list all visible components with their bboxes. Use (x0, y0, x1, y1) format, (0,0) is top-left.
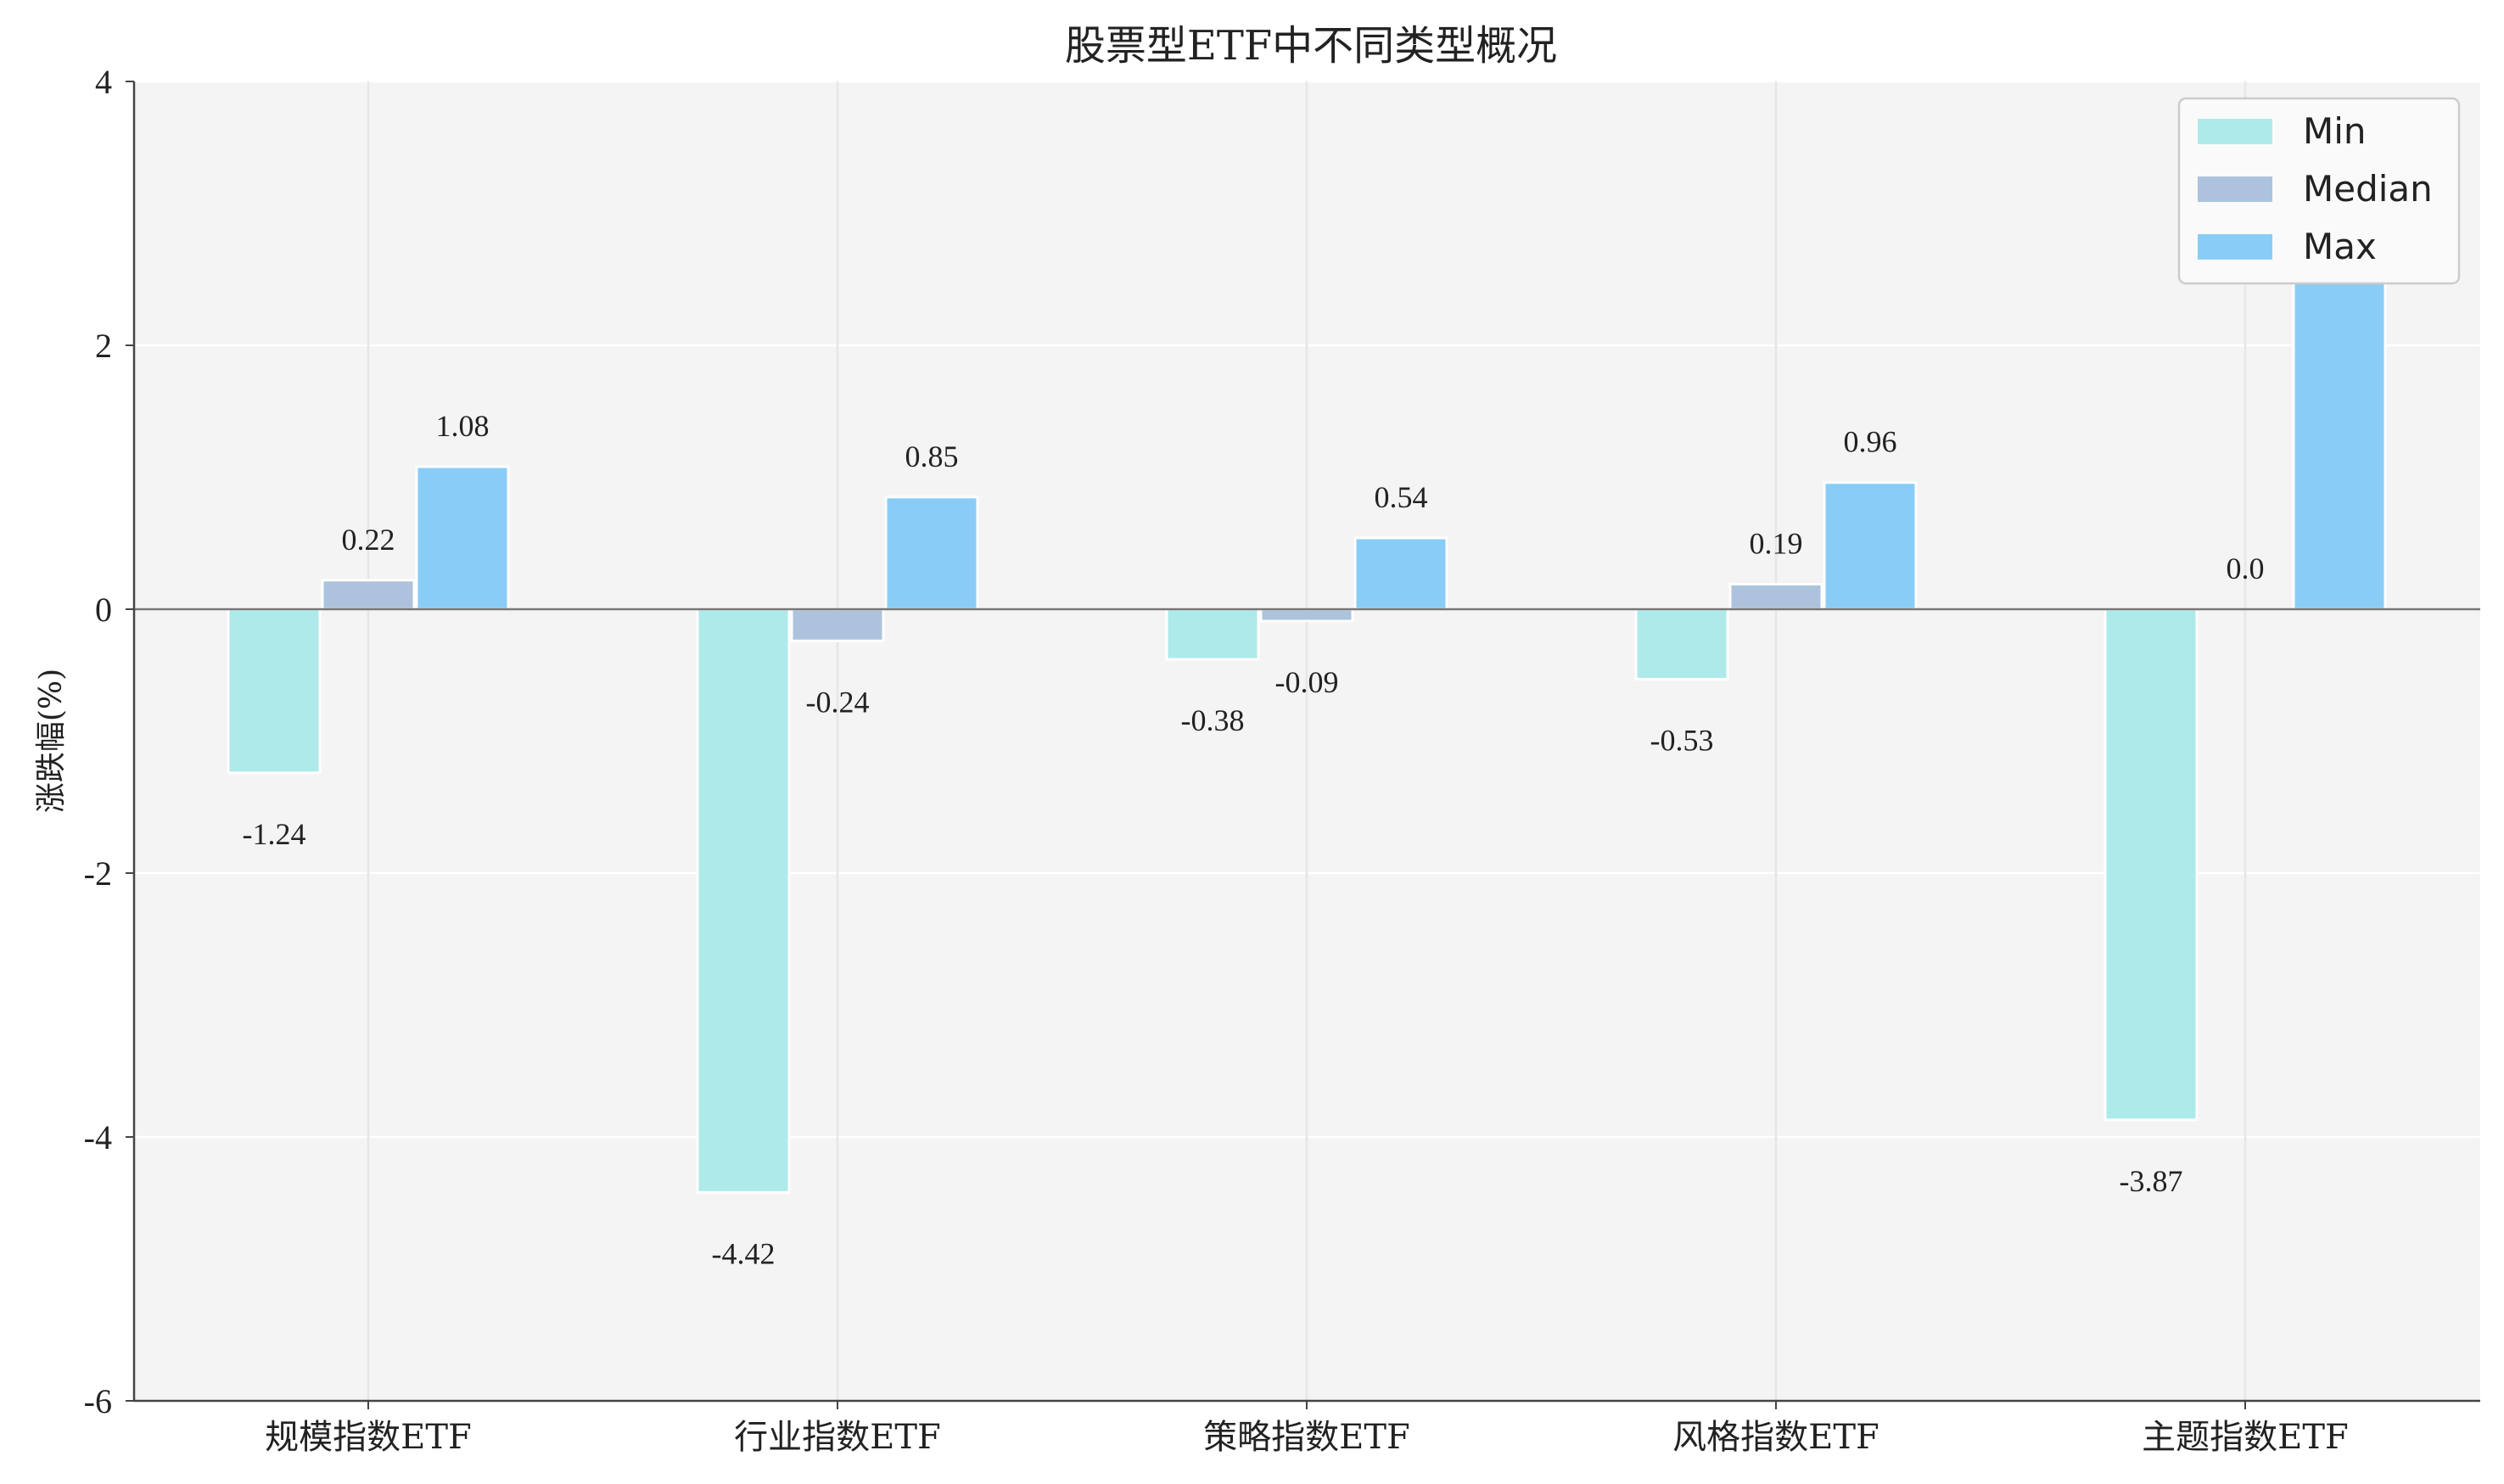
data-label-max-2: 0.54 (1375, 480, 1428, 514)
bar-max-3 (1823, 481, 1918, 611)
data-label-max-0: 1.08 (436, 409, 490, 443)
y-tick-label: 4 (95, 63, 112, 101)
bar-median-2 (1259, 608, 1354, 623)
data-label-max-3: 0.96 (1844, 425, 1897, 459)
y-axis-label: 涨跌幅(%) (34, 669, 69, 813)
bar-max-1 (884, 496, 979, 611)
y-tick-label: 0 (95, 591, 112, 629)
bar-median-1 (790, 608, 885, 642)
bar-median-3 (1728, 582, 1823, 611)
x-tick-label: 主题指数ETF (2142, 1418, 2349, 1457)
bar-max-0 (415, 465, 510, 611)
y-tick-label: 2 (95, 327, 112, 365)
data-label-min-1: -4.42 (712, 1236, 776, 1270)
data-label-min-2: -0.38 (1181, 703, 1245, 737)
bar-max-4 (2292, 251, 2387, 611)
x-tick-label: 风格指数ETF (1672, 1418, 1879, 1457)
y-tick-label: -4 (84, 1118, 112, 1156)
bar-max-2 (1353, 536, 1448, 611)
data-label-min-3: -0.53 (1650, 723, 1714, 757)
data-label-median-3: 0.19 (1750, 526, 1803, 560)
bar-min-4 (2103, 608, 2199, 1122)
bar-min-3 (1634, 608, 1729, 680)
y-tick-label: -2 (84, 854, 112, 893)
y-tick-label: -6 (84, 1382, 112, 1420)
legend-swatch-max (2198, 234, 2272, 260)
chart-title: 股票型ETF中不同类型概况 (1065, 22, 1557, 70)
data-label-median-1: -0.24 (806, 685, 870, 719)
legend-label-median: Median (2303, 168, 2433, 210)
y-ticks: 4 2 0 -2 -4 -6 (84, 63, 134, 1420)
legend-label-min: Min (2303, 110, 2367, 152)
data-label-min-0: -1.24 (243, 817, 306, 851)
bar-min-1 (696, 608, 791, 1194)
data-label-max-1: 0.85 (905, 440, 959, 473)
x-ticks: 规模指数ETF 行业指数ETF 策略指数ETF 风格指数ETF 主题指数ETF (265, 1401, 2349, 1457)
x-tick-label: 策略指数ETF (1203, 1418, 1410, 1457)
bar-min-0 (227, 608, 322, 775)
bar-min-2 (1165, 608, 1260, 661)
data-label-median-0: 0.22 (342, 523, 395, 557)
x-tick-label: 行业指数ETF (734, 1418, 941, 1457)
data-label-min-4: -3.87 (2120, 1164, 2183, 1198)
data-label-median-2: -0.09 (1275, 665, 1339, 699)
data-label-median-4: 0.0 (2227, 552, 2265, 585)
legend: Min Median Max (2177, 97, 2461, 285)
legend-label-max: Max (2303, 226, 2377, 267)
legend-swatch-median (2198, 176, 2272, 202)
legend-swatch-min (2198, 119, 2272, 144)
bar-median-0 (321, 579, 416, 611)
bars (227, 251, 2387, 1194)
x-tick-label: 规模指数ETF (265, 1418, 472, 1457)
